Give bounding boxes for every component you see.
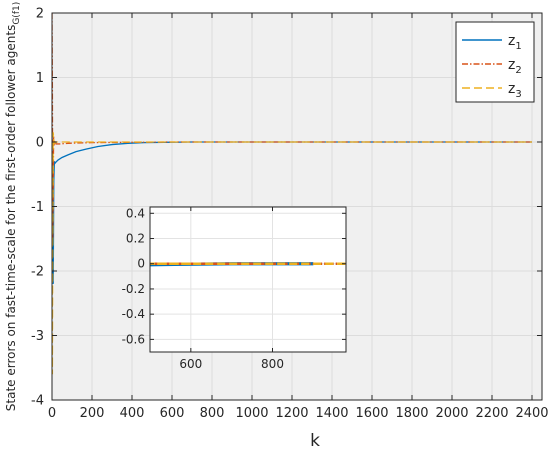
- y-tick-label: -2: [31, 265, 44, 280]
- y-tick-label: 1: [36, 71, 44, 86]
- y-tick-label: -3: [31, 329, 44, 344]
- inset-y-tick-label: -0.6: [122, 332, 145, 346]
- x-tick-label: 0: [48, 406, 56, 421]
- x-tick-label: 1000: [235, 406, 268, 421]
- inset-y-tick-label: -0.4: [122, 307, 145, 321]
- y-tick-label: 2: [36, 7, 44, 22]
- legend-label-z3: z3: [508, 81, 522, 100]
- x-tick-label: 2000: [435, 406, 468, 421]
- x-tick-label: 600: [160, 406, 185, 421]
- inset-y-tick-label: 0.2: [126, 232, 145, 246]
- x-tick-label: 1400: [315, 406, 348, 421]
- inset-x-tick-label: 600: [179, 357, 202, 371]
- x-tick-label: 1200: [275, 406, 308, 421]
- inset-x-tick-label: 800: [261, 357, 284, 371]
- x-tick-label: 2200: [475, 406, 508, 421]
- legend-box: [455, 21, 535, 103]
- legend-label-z2: z2: [508, 57, 522, 76]
- y-tick-label: -4: [31, 394, 44, 409]
- x-tick-label: 200: [80, 406, 105, 421]
- x-tick-label: 1800: [395, 406, 428, 421]
- x-axis-label: k: [310, 431, 320, 451]
- x-tick-label: 800: [200, 406, 225, 421]
- y-tick-label: 0: [36, 136, 44, 151]
- y-axis-label: State errors on fast-time-scale for the …: [4, 2, 22, 411]
- legend: z1 z2 z3: [455, 21, 535, 103]
- legend-label-z1: z1: [508, 33, 522, 52]
- inset-background: [150, 207, 346, 352]
- inset-y-tick-label: -0.2: [122, 282, 145, 296]
- axis-labels: k State errors on fast-time-scale for the…: [4, 2, 320, 451]
- y-axis-label-main: State errors on fast-time-scale for the …: [4, 25, 18, 412]
- inset-frame: [149, 206, 347, 353]
- y-axis-label-subscript: G(f1): [12, 2, 22, 25]
- x-tick-label: 400: [120, 406, 145, 421]
- inset-plot-area: 600 800 0.4 0.2 0 -0.2 -0.4 -0.6: [122, 206, 347, 371]
- inset-y-tick-label: 0: [137, 257, 145, 271]
- x-tick-label: 1600: [355, 406, 388, 421]
- y-tick-label: -1: [31, 200, 44, 215]
- series-line-z2: [52, 13, 532, 239]
- inset-y-tick-label: 0.4: [126, 206, 145, 220]
- x-tick-label: 2400: [515, 406, 548, 421]
